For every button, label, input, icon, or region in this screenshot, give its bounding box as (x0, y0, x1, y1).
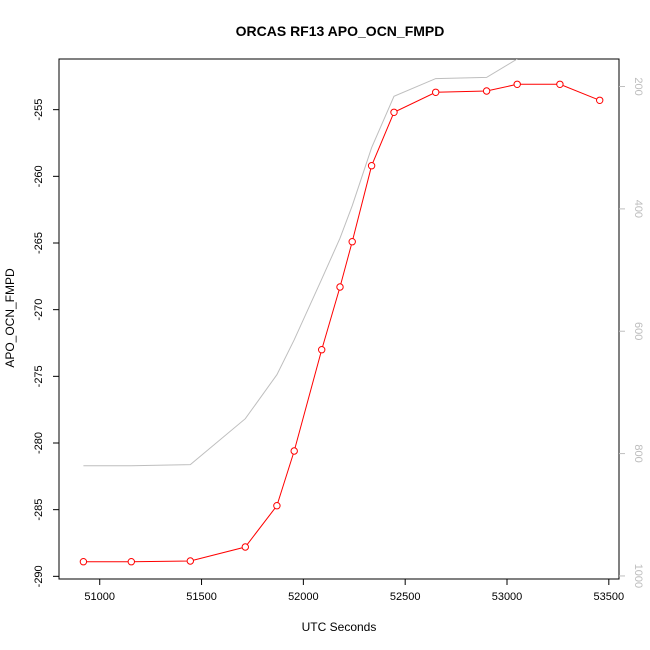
y2-tick-label: 400 (632, 200, 644, 218)
y-tick-label: -260 (33, 165, 45, 187)
y-axis-ticks: -290 -285 -280 -275 -270 -265 -260 -255 (33, 99, 59, 587)
y-tick-label: -285 (33, 499, 45, 521)
data-point (318, 346, 326, 354)
x-tick-label: 52000 (288, 591, 319, 603)
data-point (127, 558, 136, 566)
data-point (241, 543, 250, 551)
data-point (556, 80, 564, 89)
data-point (513, 80, 521, 89)
chart-title: ORCAS RF13 APO_OCN_FMPD (236, 23, 445, 39)
data-point (290, 447, 298, 455)
y2-tick-label: 1000 (632, 564, 644, 588)
data-point (348, 238, 356, 246)
y2-tick-label: 800 (632, 444, 644, 462)
data-point (336, 283, 344, 291)
primary-series-line (83, 83, 600, 563)
y2-tick-label: 200 (632, 77, 644, 95)
data-point (273, 502, 281, 510)
data-point (79, 558, 88, 566)
data-point (186, 557, 195, 565)
y-tick-label: -265 (33, 232, 45, 254)
series-clip-group (79, 59, 604, 566)
x-tick-label: 52500 (390, 591, 421, 603)
x-tick-label: 53000 (492, 591, 523, 603)
data-point (432, 88, 440, 97)
y2-tick-label: 600 (632, 322, 644, 340)
series-group (79, 59, 604, 566)
x-tick-label: 51000 (84, 591, 115, 603)
plot-frame-rect (58, 58, 620, 580)
y-tick-label: -270 (33, 299, 45, 321)
x-axis-ticks: 51000 51500 52000 52500 53000 53500 (84, 579, 624, 603)
secondary-series-line (83, 59, 518, 467)
y-tick-label: -255 (33, 99, 45, 121)
data-point (390, 108, 398, 117)
data-point (367, 162, 376, 170)
data-point (482, 87, 491, 95)
x-tick-label: 51500 (186, 591, 217, 603)
x-axis-label: UTC Seconds (302, 620, 377, 634)
y-tick-label: -290 (33, 565, 45, 587)
data-point (596, 96, 604, 105)
y-axis-label: APO_OCN_FMPD (3, 268, 17, 368)
y-tick-label: -280 (33, 432, 45, 454)
x-tick-label: 53500 (594, 591, 625, 603)
plot-frame (58, 58, 620, 580)
y-tick-label: -275 (33, 365, 45, 387)
y2-axis-ticks: 200 400 600 800 1000 (619, 77, 644, 588)
